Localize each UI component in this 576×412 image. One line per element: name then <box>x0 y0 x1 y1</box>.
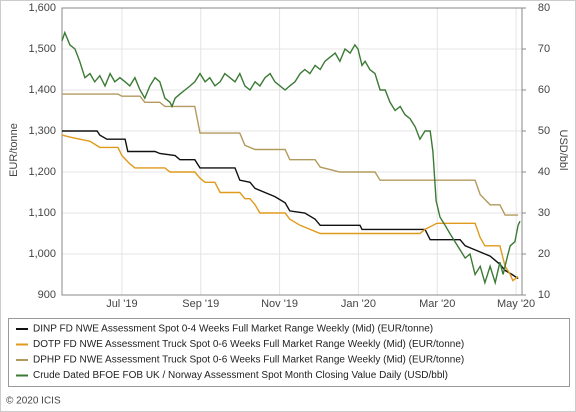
x-tick-label: Mar '20 <box>419 298 455 310</box>
legend-label: DOTP FD NWE Assessment Truck Spot 0-6 We… <box>33 339 464 350</box>
x-tick-label: Jan '20 <box>341 298 376 310</box>
y-tick-label: 900 <box>38 289 56 301</box>
y-tick-label: 1,000 <box>28 248 56 260</box>
x-tick-label: Jul '19 <box>106 298 137 310</box>
y-axis-label: EUR/tonne <box>8 123 20 177</box>
legend-label: Crude Dated BFOE FOB UK / Norway Assessm… <box>33 370 448 381</box>
y-tick-label: 1,500 <box>28 43 56 55</box>
legend-box <box>8 318 570 387</box>
y-tick-label: 1,400 <box>28 84 56 96</box>
x-tick-label: Sep '19 <box>182 298 219 310</box>
y-tick-label: 1,100 <box>28 207 56 219</box>
series-line <box>62 130 519 280</box>
y2-tick-label: 30 <box>538 207 550 219</box>
y-tick-label: 1,300 <box>28 125 56 137</box>
y2-tick-label: 60 <box>538 84 550 96</box>
series-line <box>61 30 521 286</box>
y2-axis-label: USD/bbl <box>557 130 569 171</box>
legend-label: DPHP FD NWE Assessment Truck Spot 0-6 We… <box>33 355 464 366</box>
x-tick-label: Nov '19 <box>261 298 298 310</box>
y-tick-label: 1,600 <box>28 2 56 14</box>
series-line <box>62 93 519 216</box>
legend-label: DINP FD NWE Assessment Spot 0-4 Weeks Fu… <box>33 324 433 335</box>
y2-tick-label: 10 <box>538 289 550 301</box>
y2-tick-label: 80 <box>538 2 550 14</box>
footer: © 2020 ICIS <box>6 396 61 407</box>
series-line <box>61 134 519 282</box>
y2-tick-label: 20 <box>538 248 550 260</box>
y2-tick-label: 70 <box>538 43 550 55</box>
x-tick-label: May '20 <box>497 298 535 310</box>
plot-border <box>61 7 523 296</box>
y2-tick-label: 50 <box>538 125 550 137</box>
y2-tick-label: 40 <box>538 166 550 178</box>
y-tick-label: 1,200 <box>28 166 56 178</box>
